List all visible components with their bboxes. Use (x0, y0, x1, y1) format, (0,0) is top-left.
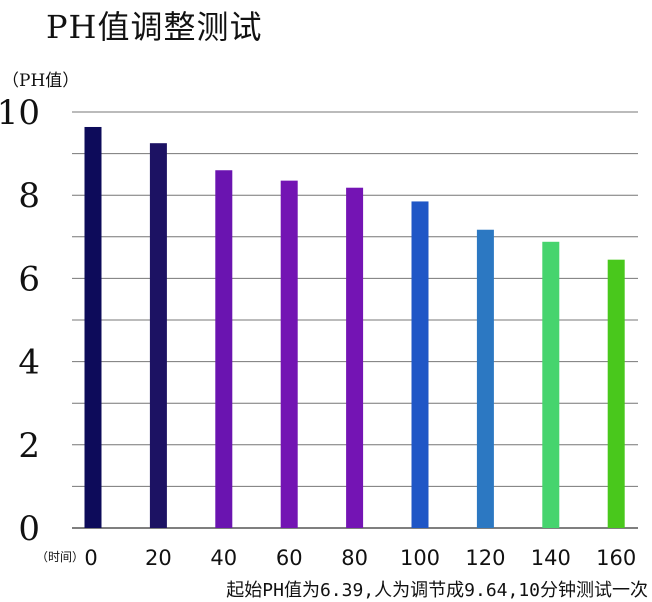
bar (280, 180, 298, 528)
y-tick-label: 8 (18, 176, 40, 216)
y-tick-label: 10 (0, 93, 40, 133)
y-axis-label: （PH值） (2, 71, 80, 91)
x-axis-label: （时间） (36, 550, 85, 564)
y-tick-label: 6 (18, 259, 40, 299)
bar (215, 170, 233, 529)
y-tick-label: 4 (18, 343, 40, 383)
bar (346, 187, 364, 528)
x-tick-labels: 0 20 40 60 80 100 120 140 160 (84, 546, 636, 570)
chart-footnote: 起始PH值为6.39,人为调节成9.64,10分钟测试一次 (226, 580, 648, 601)
x-tick-label: 160 (596, 546, 636, 570)
x-tick-label: 140 (531, 546, 571, 570)
x-tick-label: 40 (210, 546, 237, 570)
x-tick-label: 60 (276, 546, 303, 570)
x-tick-label: 120 (465, 546, 505, 570)
bar (607, 259, 625, 528)
y-tick-labels: 0 2 4 6 8 10 (0, 93, 40, 549)
chart-title: PH值调整测试 (46, 8, 263, 46)
bar (411, 201, 429, 528)
y-tick-label: 2 (18, 426, 40, 466)
x-tick-label: 0 (84, 546, 97, 570)
bar (476, 229, 494, 528)
y-tick-label: 0 (18, 509, 40, 549)
x-tick-label: 100 (400, 546, 440, 570)
bar (542, 241, 560, 529)
x-tick-label: 20 (145, 546, 172, 570)
bar (149, 143, 167, 528)
x-tick-label: 80 (341, 546, 368, 570)
bar (84, 126, 102, 528)
bars (84, 126, 625, 529)
